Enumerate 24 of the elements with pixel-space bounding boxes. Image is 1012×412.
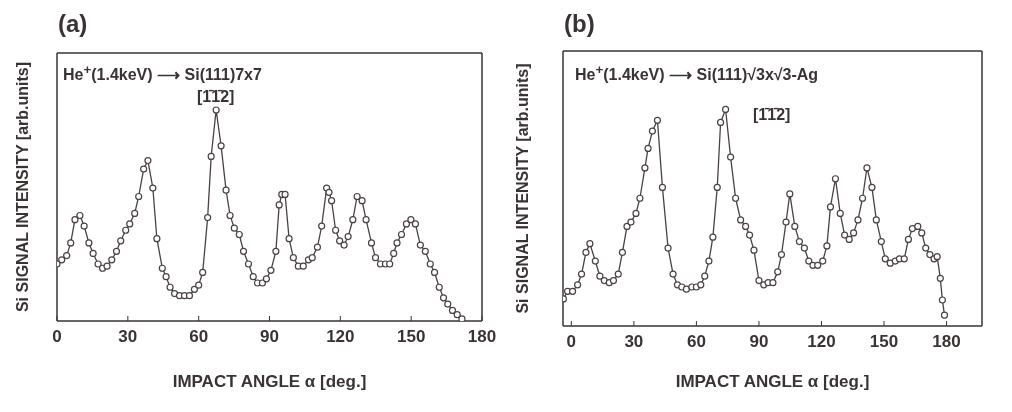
x-tick-label: 0 (52, 327, 62, 347)
x-tick-label: 90 (260, 327, 279, 347)
chart-title: (a) (58, 10, 88, 38)
x-tick-label: 60 (189, 327, 209, 347)
x-tick-label: 30 (624, 332, 644, 352)
text: He$^{+}$(1.4keV) ⟶ Si(111)√3x√3-Ag (575, 62, 819, 85)
x-tick-label: 30 (118, 327, 138, 347)
x-tick-label: 180 (467, 327, 497, 347)
y-axis-title: Si SIGNAL INTENSITY [arb.units] (513, 63, 531, 314)
x-tick-label: 150 (396, 327, 426, 347)
y-axis-title: Si SIGNAL INTENSITY [arb.units] (13, 61, 31, 313)
x-tick-label: 150 (869, 332, 899, 352)
x-tick-label: 60 (686, 332, 706, 352)
annotation: [1̄1̄2] (753, 106, 791, 124)
x-tick-label: 180 (932, 332, 961, 352)
x-tick-label: 120 (326, 327, 355, 347)
x-tick-label: 120 (807, 332, 836, 352)
x-axis-title: IMPACT ANGLE α [deg.] (675, 372, 870, 391)
text: He$^{+}$(1.4keV) ⟶ Si(111)7x7 (63, 62, 262, 85)
x-axis-title: IMPACT ANGLE α [deg.] (172, 372, 367, 391)
x-tick-label: 0 (566, 332, 577, 352)
chart-title: (b) (564, 10, 595, 38)
x-tick-label: 90 (749, 332, 769, 352)
text: [1̄1̄2] (197, 88, 235, 106)
